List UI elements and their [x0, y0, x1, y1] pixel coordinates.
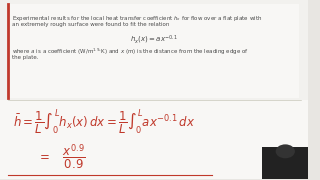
Text: Experimental results for the local heat transfer coefficient $h_x$ for flow over: Experimental results for the local heat …	[12, 14, 262, 23]
Bar	[0, 100, 308, 179]
Text: where $a$ is a coefficient (W/m$^{1.9}$$\cdot$K) and $x$ (m) is the distance fro: where $a$ is a coefficient (W/m$^{1.9}$$…	[12, 47, 248, 57]
Text: an extremely rough surface were found to fit the relation: an extremely rough surface were found to…	[12, 22, 169, 27]
Bar	[8, 4, 299, 98]
Text: the plate.: the plate.	[12, 55, 38, 60]
Text: $= \quad \dfrac{x^{0.9}}{0.9}$: $= \quad \dfrac{x^{0.9}}{0.9}$	[36, 142, 85, 172]
Bar	[262, 147, 308, 179]
Text: $h_x(x) = ax^{-0.1}$: $h_x(x) = ax^{-0.1}$	[130, 34, 178, 46]
Text: $\bar{h} = \dfrac{1}{L}\int_0^L h_x(x)\,dx = \dfrac{1}{L}\int_0^L ax^{-0.1}\,dx$: $\bar{h} = \dfrac{1}{L}\int_0^L h_x(x)\,…	[13, 107, 196, 137]
Ellipse shape	[276, 144, 295, 158]
